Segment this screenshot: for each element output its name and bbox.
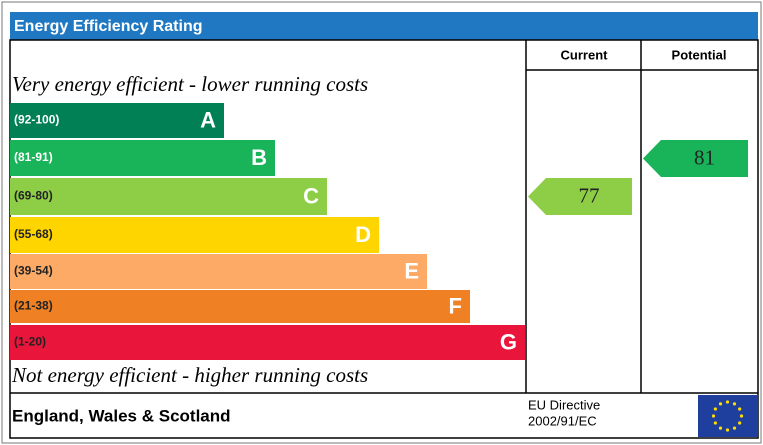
column-header: Potential — [672, 47, 727, 62]
band-range: (69-80) — [14, 189, 53, 203]
grid — [9, 39, 759, 439]
eu-star — [725, 400, 730, 404]
title: Energy Efficiency Rating — [14, 18, 203, 35]
directive: EU Directive — [528, 397, 600, 412]
band-range: (39-54) — [14, 264, 53, 278]
band-letter: B — [251, 145, 267, 170]
eu-star — [711, 414, 716, 418]
region: England, Wales & Scotland — [12, 406, 231, 425]
band-bar — [10, 290, 470, 323]
top-note: Very energy efficient - lower running co… — [12, 72, 368, 96]
band-bar — [10, 178, 327, 215]
band-bar — [10, 217, 379, 253]
eu-star — [713, 407, 717, 411]
eu-star — [732, 402, 737, 406]
bands: (92-100) A (81-91) B (69-80) C (55-68) D (39-54)… — [10, 103, 525, 360]
band-range: (1-20) — [14, 335, 46, 349]
band-range: (81-91) — [14, 150, 53, 164]
band-letter: F — [449, 293, 462, 318]
rating-value: 81 — [694, 145, 715, 169]
band-bar — [10, 254, 427, 289]
bottom-note: Not energy efficient - higher running co… — [11, 363, 368, 387]
title-bar — [10, 12, 758, 40]
rating-arrow — [528, 178, 632, 215]
eu-star — [718, 402, 723, 406]
eu-star — [725, 428, 730, 432]
band-letter: E — [404, 258, 419, 283]
rating-value: 77 — [579, 183, 600, 207]
band-range: (21-38) — [14, 299, 53, 313]
eu-stars — [711, 400, 744, 432]
band-bar — [10, 140, 275, 176]
eu-star — [713, 421, 717, 425]
band-letter: D — [355, 222, 371, 247]
rating-arrows: 77 81 — [528, 140, 748, 215]
band-letter: G — [500, 329, 517, 354]
directive: 2002/91/EC — [528, 413, 597, 428]
rating-arrow — [643, 140, 748, 177]
column-header: Current — [561, 47, 609, 62]
band-bar — [10, 103, 224, 138]
eu-star — [738, 421, 742, 425]
eu-star — [718, 426, 723, 430]
band-range: (55-68) — [14, 227, 53, 241]
band-letter: C — [303, 183, 319, 208]
band-letter: A — [200, 107, 216, 132]
eu-star — [739, 414, 744, 418]
band-bar — [10, 325, 525, 360]
band-range: (92-100) — [14, 113, 59, 127]
eu-star — [738, 407, 742, 411]
eu-star — [732, 426, 737, 430]
